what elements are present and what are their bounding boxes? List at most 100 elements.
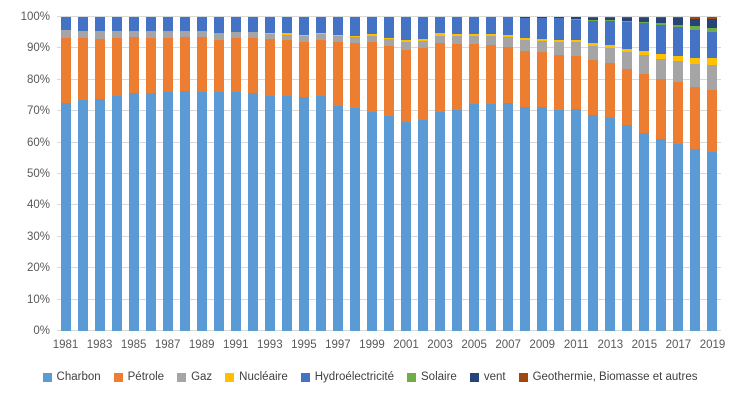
bar-segment-p-trole bbox=[571, 55, 582, 110]
bar-segment-gaz bbox=[281, 34, 292, 41]
bar-segment-geothermie-biomasse-et-autres bbox=[690, 17, 701, 19]
bar-segment-gaz bbox=[298, 36, 309, 42]
bar-segment-gaz bbox=[315, 34, 326, 40]
bar-segment-gaz bbox=[503, 37, 514, 47]
bar-segment-gaz bbox=[213, 33, 224, 40]
stacked-bar-1983 bbox=[94, 17, 105, 331]
x-axis-label: 2011 bbox=[563, 339, 589, 351]
legend-label: Hydroélectricité bbox=[314, 371, 394, 383]
bar-segment-nucl-aire bbox=[452, 33, 463, 37]
bar-segment-geothermie-biomasse-et-autres bbox=[639, 17, 650, 18]
bar-segment-hydro-lectricit- bbox=[94, 17, 105, 32]
bar-segment-nucl-aire bbox=[366, 34, 377, 36]
y-axis-label: 60% bbox=[26, 136, 50, 149]
bar-segment-gaz bbox=[486, 36, 497, 46]
stacked-bar-2018 bbox=[690, 17, 701, 331]
bar-segment-geothermie-biomasse-et-autres bbox=[707, 17, 718, 20]
bar-segment-p-trole bbox=[77, 38, 88, 101]
bar-segment-gaz bbox=[60, 29, 71, 38]
stacked-bar-1993 bbox=[264, 17, 275, 331]
y-axis-label: 70% bbox=[26, 105, 50, 118]
stacked-bar-1995 bbox=[298, 17, 309, 331]
bar-segment-gaz bbox=[145, 31, 156, 38]
legend-swatch bbox=[300, 372, 310, 382]
bar-segment-hydro-lectricit- bbox=[605, 20, 616, 45]
bar-segment-p-trole bbox=[196, 37, 207, 93]
bar-segment-charbon bbox=[571, 109, 582, 331]
bar-segment-vent bbox=[588, 17, 599, 20]
bar-segment-charbon bbox=[401, 121, 412, 331]
bar-segment-gaz bbox=[520, 40, 531, 51]
legend-swatch bbox=[469, 372, 479, 382]
x-axis-label: 2013 bbox=[597, 339, 624, 351]
bar-segment-nucl-aire bbox=[332, 34, 343, 37]
stacked-bar-2006 bbox=[486, 17, 497, 331]
bar-segment-charbon bbox=[366, 111, 377, 331]
bar-segment-vent bbox=[673, 18, 684, 25]
bar-segment-charbon bbox=[605, 117, 616, 331]
legend-swatch bbox=[113, 372, 123, 382]
bar-segment-p-trole bbox=[298, 41, 309, 97]
bar-segment-p-trole bbox=[639, 73, 650, 133]
stacked-bar-1982 bbox=[77, 17, 88, 331]
bar-segment-p-trole bbox=[111, 38, 122, 96]
stacked-bar-2007 bbox=[503, 17, 514, 331]
bar-segment-gaz bbox=[656, 59, 667, 79]
bar-segment-charbon bbox=[486, 103, 497, 331]
stacked-bar-2017 bbox=[673, 17, 684, 331]
bar-segment-gaz bbox=[452, 36, 463, 44]
bar-segment-p-trole bbox=[366, 42, 377, 112]
bar-segment-nucl-aire bbox=[298, 34, 309, 37]
bar-segment-nucl-aire bbox=[639, 51, 650, 56]
y-axis-label: 20% bbox=[26, 262, 50, 275]
legend-item-solaire: Solaire bbox=[407, 371, 457, 383]
bar-segment-gaz bbox=[179, 30, 190, 38]
stacked-bar-2003 bbox=[435, 17, 446, 331]
bar-segment-charbon bbox=[384, 115, 394, 331]
bar-segment-hydro-lectricit- bbox=[571, 18, 582, 40]
bar-segment-gaz bbox=[94, 31, 105, 39]
bar-segment-nucl-aire bbox=[384, 38, 394, 40]
bar-segment-p-trole bbox=[418, 48, 429, 121]
bar-segment-gaz bbox=[332, 36, 343, 43]
bar-segment-nucl-aire bbox=[673, 55, 684, 62]
bar-segment-hydro-lectricit- bbox=[554, 17, 565, 41]
bar-segment-gaz bbox=[111, 31, 122, 39]
bar-segment-gaz bbox=[707, 65, 718, 90]
legend-swatch bbox=[518, 372, 528, 382]
bar-segment-charbon bbox=[230, 91, 241, 331]
bar-segment-nucl-aire bbox=[656, 54, 667, 60]
bar-segment-hydro-lectricit- bbox=[401, 17, 412, 41]
bar-segment-vent bbox=[537, 17, 548, 18]
bar-segment-hydro-lectricit- bbox=[537, 17, 548, 39]
legend-item-charbon: Charbon bbox=[42, 371, 101, 383]
bar-segment-charbon bbox=[196, 92, 207, 331]
y-axis-label: 100% bbox=[20, 11, 50, 23]
bar-segment-p-trole bbox=[349, 43, 360, 109]
bar-segment-nucl-aire bbox=[605, 44, 616, 48]
y-axis-label: 0% bbox=[33, 325, 50, 337]
bar-segment-charbon bbox=[332, 105, 343, 331]
bar-segment-hydro-lectricit- bbox=[366, 17, 377, 35]
bar-segment-p-trole bbox=[656, 78, 667, 140]
bar-segment-solaire bbox=[656, 23, 667, 25]
bar-segment-solaire bbox=[673, 24, 684, 28]
bar-segment-gaz bbox=[418, 40, 429, 49]
bar-segment-hydro-lectricit- bbox=[503, 17, 514, 35]
y-axis-label: 40% bbox=[26, 199, 50, 212]
bar-segment-charbon bbox=[418, 120, 429, 331]
bar-segment-gaz bbox=[622, 51, 633, 69]
bar-segment-charbon bbox=[503, 103, 514, 331]
bar-segment-gaz bbox=[435, 35, 446, 44]
stacked-bar-2008 bbox=[520, 17, 531, 331]
x-axis-label: 2003 bbox=[427, 339, 453, 351]
bar-segment-p-trole bbox=[503, 46, 514, 104]
bar-segment-charbon bbox=[77, 100, 88, 331]
bar-segment-nucl-aire bbox=[349, 35, 360, 37]
bar-segment-p-trole bbox=[520, 50, 531, 107]
stacked-bar-2014 bbox=[622, 17, 633, 331]
bar-segment-hydro-lectricit- bbox=[690, 29, 701, 58]
bar-segment-charbon bbox=[520, 106, 531, 331]
bar-segment-hydro-lectricit- bbox=[213, 17, 224, 34]
